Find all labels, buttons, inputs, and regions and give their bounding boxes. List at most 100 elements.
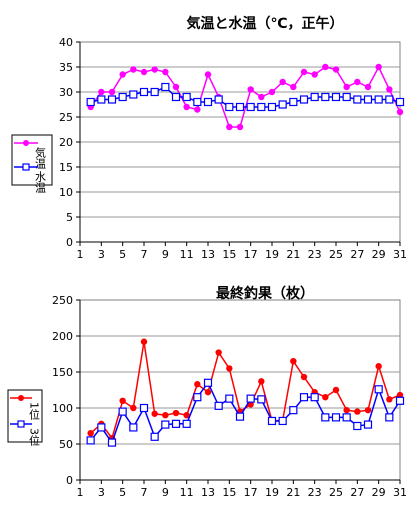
data-point: [97, 95, 106, 104]
data-point: [322, 63, 329, 71]
data-point: [353, 421, 362, 431]
x-tick-label: 1: [77, 486, 84, 499]
data-point: [215, 349, 222, 356]
plot-area: [79, 299, 401, 481]
data-point: [385, 95, 394, 104]
legend-label-water: 水温: [34, 171, 47, 193]
data-point: [182, 92, 191, 102]
data-point: [182, 419, 191, 428]
data-point: [267, 102, 277, 112]
y-tick-label: 25: [59, 111, 73, 124]
data-point: [395, 97, 405, 107]
x-tick-label: 13: [201, 248, 215, 261]
data-point: [299, 95, 309, 104]
data-point: [151, 410, 158, 417]
data-point: [214, 95, 223, 104]
x-tick-label: 21: [286, 486, 300, 499]
chart-title: 最終釣果（枚）: [216, 285, 314, 302]
y-tick-label: 20: [59, 136, 73, 149]
data-point: [150, 87, 159, 97]
data-point: [310, 393, 319, 402]
data-point: [139, 403, 149, 413]
data-point: [161, 420, 170, 429]
data-point: [139, 87, 149, 97]
x-tick-label: 31: [393, 486, 407, 499]
data-point: [235, 102, 245, 112]
data-point: [300, 68, 308, 76]
data-point: [374, 385, 383, 394]
data-point: [321, 413, 330, 422]
data-point: [375, 363, 382, 370]
x-tick-label: 15: [222, 248, 236, 261]
data-point: [321, 92, 330, 102]
data-point: [235, 412, 245, 421]
x-tick-label: 17: [244, 248, 258, 261]
data-point: [343, 406, 350, 414]
y-tick-label: 30: [59, 86, 73, 99]
data-point: [118, 92, 127, 102]
data-point: [98, 88, 105, 96]
data-point: [214, 401, 223, 410]
data-point: [172, 83, 180, 91]
data-point: [363, 420, 373, 429]
legend-label-third: 3位: [28, 428, 41, 446]
data-point: [342, 413, 351, 422]
data-point: [194, 106, 201, 113]
data-point: [343, 83, 350, 91]
y-tick-label: 50: [59, 438, 73, 451]
data-point: [299, 393, 309, 402]
y-tick-label: 0: [66, 474, 73, 487]
x-tick-label: 9: [162, 486, 169, 499]
data-point: [108, 88, 116, 96]
data-point: [193, 97, 202, 107]
legend: 1位 3位: [7, 389, 43, 446]
x-tick-label: 19: [265, 486, 279, 499]
data-point: [236, 123, 244, 131]
x-tick-label: 23: [308, 248, 322, 261]
data-point: [353, 95, 362, 104]
data-point: [268, 88, 276, 96]
data-point: [290, 83, 297, 91]
x-tick-label: 5: [119, 486, 126, 499]
y-tick-label: 0: [66, 236, 73, 249]
x-tick-label: 25: [329, 486, 343, 499]
y-tick-label: 5: [66, 211, 73, 224]
data-point: [140, 68, 148, 76]
data-point: [332, 386, 340, 394]
x-tick-label: 17: [244, 486, 258, 499]
data-point: [342, 92, 351, 102]
data-point: [396, 391, 404, 399]
data-point: [140, 338, 148, 345]
data-point: [354, 78, 361, 86]
data-point: [226, 365, 233, 372]
y-tick-label: 200: [52, 330, 73, 343]
x-tick-label: 29: [372, 486, 386, 499]
x-tick-label: 7: [141, 486, 148, 499]
x-tick-label: 11: [180, 248, 194, 261]
data-point: [279, 78, 286, 86]
data-point: [183, 412, 190, 419]
data-point: [194, 381, 201, 388]
legend-marker-water: [22, 163, 30, 171]
data-point: [130, 66, 137, 73]
data-point: [107, 438, 117, 447]
data-point: [193, 393, 202, 402]
data-point: [204, 388, 212, 396]
x-tick-label: 1: [77, 248, 84, 261]
data-point: [300, 373, 308, 381]
x-tick-label: 3: [98, 248, 105, 261]
data-point: [396, 108, 404, 116]
y-tick-label: 250: [52, 294, 73, 307]
y-tick-label: 150: [52, 366, 73, 379]
data-point: [151, 66, 158, 73]
x-tick-label: 7: [141, 248, 148, 261]
data-point: [204, 71, 212, 78]
x-tick-label: 21: [286, 248, 300, 261]
data-point: [385, 413, 394, 422]
data-point: [258, 93, 265, 101]
data-point: [225, 394, 234, 403]
y-tick-label: 15: [59, 161, 73, 174]
data-point: [395, 396, 405, 405]
